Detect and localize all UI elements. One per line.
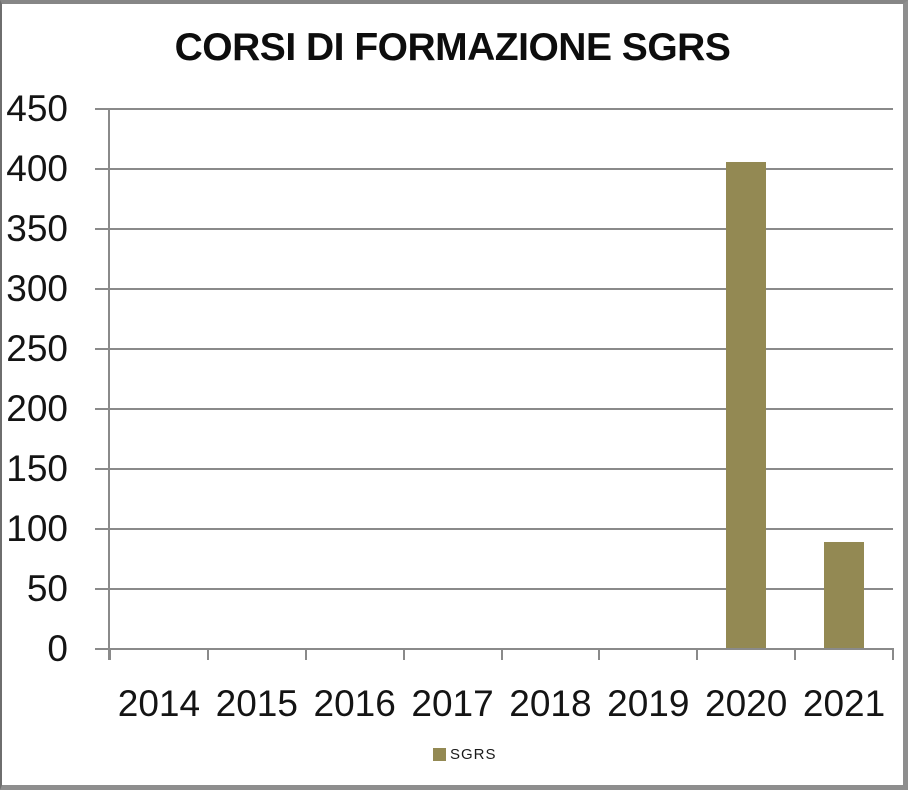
- x-axis-label-2015: 2015: [215, 683, 298, 724]
- x-tick: [500, 648, 503, 660]
- y-tick: [95, 648, 108, 650]
- x-tick: [794, 648, 797, 660]
- y-axis-line: [108, 108, 110, 660]
- x-axis-label-2016: 2016: [313, 683, 396, 724]
- x-axis-label-2020: 2020: [705, 683, 788, 724]
- y-tick: [95, 408, 108, 410]
- y-axis-label: 100: [6, 508, 68, 549]
- y-tick: [95, 588, 108, 590]
- x-tick: [598, 648, 601, 660]
- x-axis-label-2019: 2019: [607, 683, 690, 724]
- y-tick: [95, 228, 108, 230]
- x-tick: [206, 648, 209, 660]
- x-axis-label-2021: 2021: [802, 683, 886, 724]
- y-axis-label: 450: [6, 88, 68, 129]
- chart-title: CORSI DI FORMAZIONE SGRS: [174, 26, 731, 69]
- y-axis-label: 350: [6, 208, 68, 249]
- gridline: [110, 168, 893, 170]
- y-tick: [95, 528, 108, 530]
- x-tick: [892, 648, 894, 660]
- gridline: [110, 588, 893, 590]
- y-axis-label: 250: [6, 328, 68, 369]
- legend-label: SGRS: [450, 746, 497, 763]
- bar-2021: [824, 542, 865, 648]
- legend-swatch-icon: [433, 748, 446, 761]
- y-axis-label: 200: [6, 388, 68, 429]
- x-axis-label-2018: 2018: [509, 683, 592, 724]
- y-axis-label: 300: [6, 268, 68, 309]
- x-tick: [304, 648, 307, 660]
- gridline: [110, 528, 893, 530]
- y-tick: [95, 108, 108, 110]
- y-axis-label: 0: [47, 628, 68, 669]
- y-tick: [95, 468, 108, 470]
- legend: SGRS: [433, 746, 497, 763]
- x-tick: [109, 648, 111, 660]
- y-axis-label: 50: [26, 568, 68, 609]
- gridline: [110, 408, 893, 410]
- gridline: [110, 348, 893, 350]
- y-tick: [95, 168, 108, 170]
- plot-area: 0 50 100 150 200 250 300 350 400 450 2014 2015 2016 2…: [6, 89, 894, 724]
- gridline: [110, 228, 893, 230]
- y-axis-label: 400: [6, 148, 68, 189]
- x-tick: [696, 648, 699, 660]
- x-axis-label-2017: 2017: [411, 683, 494, 724]
- y-tick: [95, 288, 108, 290]
- y-tick: [95, 348, 108, 350]
- gridline: [110, 288, 893, 290]
- gridline: [110, 468, 893, 470]
- gridline: [110, 108, 893, 110]
- bar-2020: [726, 162, 767, 648]
- y-axis-label: 150: [6, 448, 68, 489]
- x-axis-label-2014: 2014: [117, 683, 201, 724]
- x-tick: [402, 648, 405, 660]
